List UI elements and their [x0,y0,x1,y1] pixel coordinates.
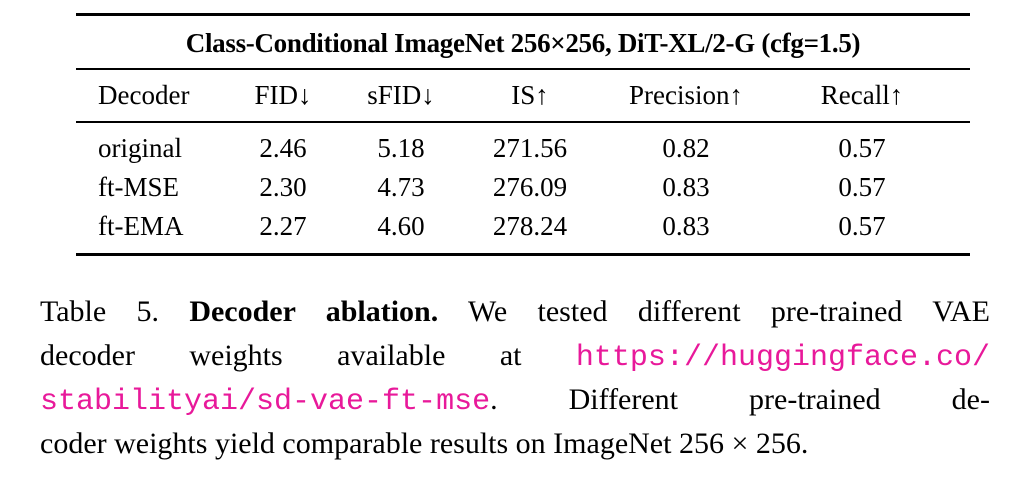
caption-text: We tested different pre-trained VAE [468,295,990,328]
cell-is: 276.09 [492,172,568,202]
cell-is: 278.24 [492,211,568,241]
header-decoder: Decoder [98,80,190,110]
cell-sfid: 4.73 [377,172,425,202]
header-rule [76,121,970,123]
cell-is: 271.56 [492,133,568,163]
cell-decoder: ft-EMA [98,211,184,241]
table-title: Class-Conditional ImageNet 256×256, DiT-… [185,28,861,58]
cell-precision: 0.82 [662,133,710,163]
header-sfid: sFID↓ [367,80,435,110]
cell-recall: 0.57 [838,133,886,163]
cell-fid: 2.27 [259,211,307,241]
cell-decoder: original [98,133,182,163]
table-caption: Table 5. Decoder ablation. We tested dif… [40,290,990,466]
huggingface-link-continued[interactable]: stabilityai/sd-vae-ft-mse [40,385,491,419]
title-rule [76,68,970,70]
cell-fid: 2.30 [259,172,307,202]
caption-label: Table 5. [40,295,160,328]
cell-sfid: 4.60 [377,211,425,241]
cell-recall: 0.57 [838,172,886,202]
caption-line: stabilityai/sd-vae-ft-mse. Different pre… [40,378,990,422]
caption-text: . Different pre-trained de- [490,383,990,416]
header-recall: Recall↑ [820,80,904,110]
bottom-rule [76,253,970,256]
cell-fid: 2.46 [259,133,307,163]
caption-line: coder weights yield comparable results o… [40,422,990,466]
cell-decoder: ft-MSE [98,172,179,202]
caption-bold-title: Decoder ablation. [189,295,439,328]
header-precision: Precision↑ [629,80,743,110]
header-is: IS↑ [511,80,549,110]
cell-recall: 0.57 [838,211,886,241]
cell-precision: 0.83 [662,211,710,241]
top-rule [76,13,970,16]
cell-precision: 0.83 [662,172,710,202]
huggingface-link[interactable]: https://huggingface.co/ [575,341,990,375]
caption-line: Table 5. Decoder ablation. We tested dif… [40,290,990,334]
header-fid: FID↓ [254,80,312,110]
caption-line: decoder weights available at https://hug… [40,334,990,378]
caption-text: decoder weights available at [40,339,522,372]
cell-sfid: 5.18 [377,133,425,163]
caption-text: coder weights yield comparable results o… [40,427,809,460]
